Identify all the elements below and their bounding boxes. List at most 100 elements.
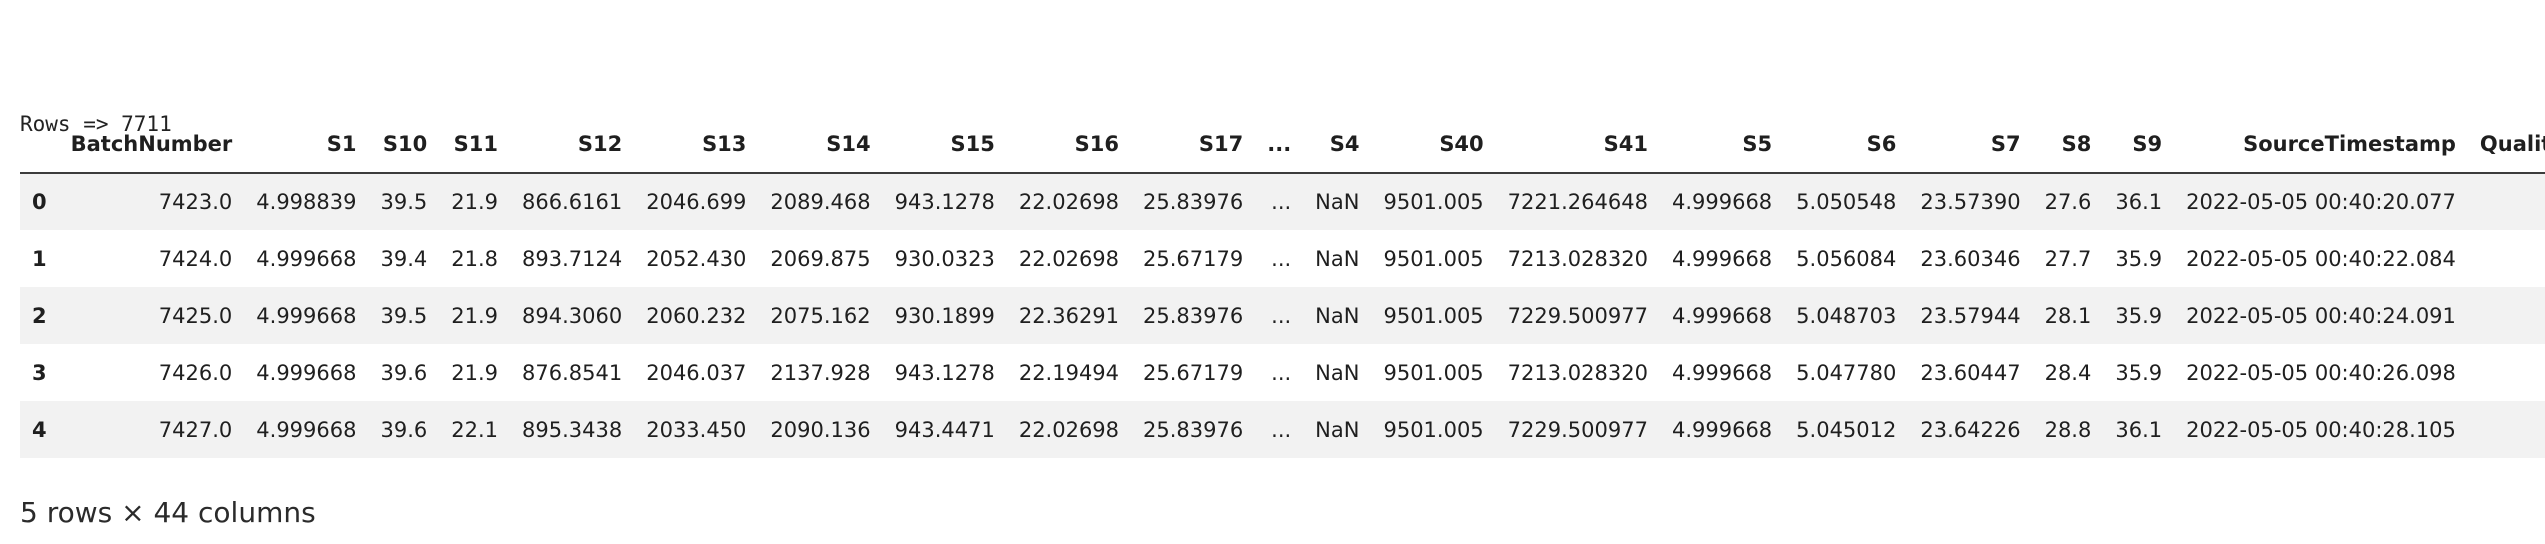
cell-s11: 21.9 xyxy=(451,303,499,328)
cell-ellipsis: ... xyxy=(1271,190,1292,214)
cell-s8: 28.1 xyxy=(2044,303,2092,328)
column-header-s15: S15 xyxy=(882,116,1007,174)
cell-s40: 9501.005 xyxy=(1383,360,1484,385)
cell-s4: NaN xyxy=(1315,190,1360,214)
cell-s15: 943.1278 xyxy=(894,360,995,385)
dataframe-shape-note: 5 rows × 44 columns xyxy=(20,496,316,529)
cell-s41: 7221.264648 xyxy=(1507,190,1648,214)
cell-sourcetimestamp: 2022-05-05 00:40:20.077 xyxy=(2186,190,2456,214)
cell-s17: 25.83976 xyxy=(1143,303,1244,328)
cell-s14: 2137.928 xyxy=(770,360,871,385)
cell-s10: 39.5 xyxy=(380,190,428,214)
column-header-s13: S13 xyxy=(634,116,759,174)
cell-s12: 893.7124 xyxy=(522,246,623,271)
cell-s1: 4.998839 xyxy=(256,190,357,214)
cell-s9: 35.9 xyxy=(2115,360,2163,385)
row-index: 1 xyxy=(32,246,47,271)
column-header-sourcetimestamp: SourceTimestamp xyxy=(2174,116,2468,174)
cell-quality: 1 xyxy=(2468,173,2545,230)
cell-s5: 4.999668 xyxy=(1671,190,1773,214)
cell-s9: 36.1 xyxy=(2115,417,2163,442)
cell-s41: 7229.500977 xyxy=(1507,417,1648,442)
cell-batchnumber: 7427.0 xyxy=(158,417,233,442)
cell-s5: 4.999668 xyxy=(1671,360,1773,385)
column-header-s12: S12 xyxy=(510,116,635,174)
column-header-batchnumber: BatchNumber xyxy=(58,116,245,174)
table-row: 2 7425.0 4.999668 39.5 21.9 894.3060 2060.232 2… xyxy=(20,287,2545,344)
cell-s8: 28.4 xyxy=(2044,360,2092,385)
cell-s15: 930.1899 xyxy=(894,303,995,328)
cell-s7: 23.60447 xyxy=(1920,360,2021,385)
cell-s8: 27.6 xyxy=(2044,190,2092,214)
cell-s7: 23.60346 xyxy=(1920,246,2021,271)
cell-s4: NaN xyxy=(1315,303,1360,328)
column-header-s8: S8 xyxy=(2032,116,2104,174)
cell-s6: 5.047780 xyxy=(1796,360,1897,385)
cell-s7: 23.64226 xyxy=(1920,417,2021,442)
cell-s14: 2069.875 xyxy=(770,246,871,271)
cell-s16: 22.02698 xyxy=(1018,190,1120,214)
table-header: BatchNumber S1 S10 S11 S12 S13 S14 S15 S… xyxy=(20,116,2545,174)
stdout-line-columns: Columns => 44 xyxy=(20,244,185,268)
cell-ellipsis: ... xyxy=(1271,417,1292,442)
cell-s14: 2090.136 xyxy=(770,417,871,442)
cell-s1: 4.999668 xyxy=(256,303,357,328)
cell-s4: NaN xyxy=(1315,360,1360,385)
cell-quality: 1 xyxy=(2468,287,2545,344)
cell-sourcetimestamp: 2022-05-05 00:40:26.098 xyxy=(2186,360,2456,385)
cell-s41: 7229.500977 xyxy=(1507,303,1648,328)
cell-s10: 39.4 xyxy=(380,246,428,271)
cell-ellipsis: ... xyxy=(1271,246,1292,271)
cell-s6: 5.048703 xyxy=(1796,303,1897,328)
cell-s12: 895.3438 xyxy=(522,417,623,442)
cell-s7: 23.57390 xyxy=(1920,190,2021,214)
column-header-s41: S41 xyxy=(1495,116,1660,174)
cell-s13: 2046.037 xyxy=(646,360,747,385)
row-index: 4 xyxy=(32,417,47,442)
column-header-s40: S40 xyxy=(1371,116,1496,174)
cell-s4: NaN xyxy=(1315,246,1360,271)
cell-batchnumber: 7424.0 xyxy=(158,246,233,271)
column-header-s17: S17 xyxy=(1131,116,1256,174)
cell-ellipsis: ... xyxy=(1271,303,1292,328)
cell-s5: 4.999668 xyxy=(1671,417,1773,442)
cell-s5: 4.999668 xyxy=(1671,303,1773,328)
cell-sourcetimestamp: 2022-05-05 00:40:28.105 xyxy=(2186,417,2456,442)
cell-s17: 25.83976 xyxy=(1143,190,1244,214)
cell-s11: 21.9 xyxy=(451,190,499,214)
column-header-ellipsis: ... xyxy=(1255,116,1304,174)
cell-s14: 2089.468 xyxy=(770,190,871,214)
row-index: 3 xyxy=(32,360,47,385)
column-header-s16: S16 xyxy=(1006,116,1132,174)
dataframe-output: BatchNumber S1 S10 S11 S12 S13 S14 S15 S… xyxy=(20,116,2545,458)
cell-s16: 22.02698 xyxy=(1018,417,1120,442)
row-index: 2 xyxy=(32,303,47,328)
cell-batchnumber: 7426.0 xyxy=(158,360,233,385)
cell-s40: 9501.005 xyxy=(1383,303,1484,328)
cell-s9: 35.9 xyxy=(2115,303,2163,328)
cell-s11: 21.9 xyxy=(451,360,499,385)
cell-s9: 35.9 xyxy=(2115,246,2163,271)
cell-s15: 943.4471 xyxy=(894,417,995,442)
cell-s1: 4.999668 xyxy=(256,246,357,271)
cell-s11: 21.8 xyxy=(451,246,499,271)
row-index: 0 xyxy=(32,190,47,214)
cell-s16: 22.36291 xyxy=(1018,303,1120,328)
column-header-s14: S14 xyxy=(758,116,883,174)
table-body: 0 7423.0 4.998839 39.5 21.9 866.6161 2046.699 2… xyxy=(20,173,2545,458)
cell-s12: 876.8541 xyxy=(522,360,623,385)
column-header-s7: S7 xyxy=(1908,116,2033,174)
cell-batchnumber: 7423.0 xyxy=(158,190,233,214)
cell-s17: 25.67179 xyxy=(1143,360,1244,385)
cell-s40: 9501.005 xyxy=(1383,417,1484,442)
header-row: BatchNumber S1 S10 S11 S12 S13 S14 S15 S… xyxy=(20,116,2545,174)
index-header xyxy=(20,116,59,174)
cell-s41: 7213.028320 xyxy=(1507,246,1648,271)
cell-s6: 5.050548 xyxy=(1796,190,1897,214)
column-header-s10: S10 xyxy=(368,116,440,174)
column-header-s4: S4 xyxy=(1303,116,1372,174)
table-row: 0 7423.0 4.998839 39.5 21.9 866.6161 2046.699 2… xyxy=(20,173,2545,230)
cell-batchnumber: 7425.0 xyxy=(158,303,233,328)
column-header-s9: S9 xyxy=(2103,116,2175,174)
cell-s17: 25.83976 xyxy=(1143,417,1244,442)
